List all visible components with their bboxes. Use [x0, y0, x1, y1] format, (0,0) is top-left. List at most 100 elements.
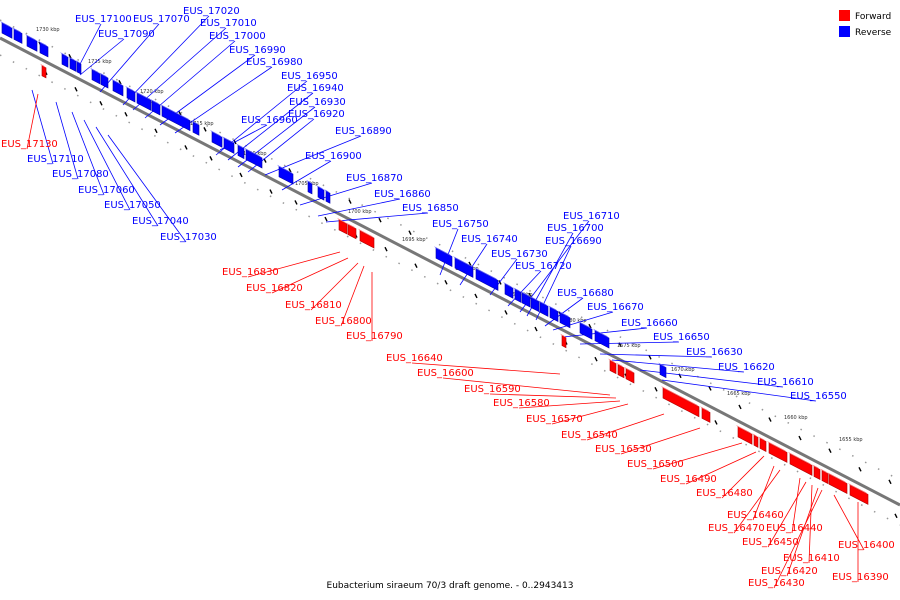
reverse-gene-label[interactable]: EUS_16650 [653, 332, 710, 343]
reverse-gene-label[interactable]: EUS_16720 [515, 261, 572, 272]
reverse-gene-shade [306, 179, 312, 184]
reverse-gene [325, 190, 331, 204]
axis-tick [738, 404, 742, 410]
forward-gene-label[interactable]: EUS_16480 [696, 488, 753, 499]
forward-gene-label[interactable]: EUS_16600 [417, 368, 474, 379]
forward-gene-label[interactable]: EUS_16430 [748, 578, 805, 589]
reverse-gene-shade [12, 27, 22, 34]
forward-gene-label[interactable]: EUS_16440 [766, 523, 823, 534]
forward-gene-label[interactable]: EUS_16400 [838, 540, 895, 551]
reverse-gene-label[interactable]: EUS_17000 [209, 31, 266, 42]
forward-gene [813, 465, 821, 480]
reverse-gene-label[interactable]: EUS_16860 [374, 189, 431, 200]
reverse-gene-leader [132, 27, 227, 111]
reverse-gene-label[interactable]: EUS_17110 [27, 154, 84, 165]
reverse-gene-label[interactable]: EUS_17010 [200, 18, 257, 29]
reverse-gene-label[interactable]: EUS_16920 [288, 109, 345, 120]
forward-gene-leader [551, 403, 629, 425]
forward-gene-label[interactable]: EUS_16450 [742, 537, 799, 548]
reverse-gene [151, 100, 161, 116]
reverse-gene-label[interactable]: EUS_16730 [491, 249, 548, 260]
forward-gene-label[interactable]: EUS_16500 [627, 459, 684, 470]
axis-tick [534, 326, 538, 332]
forward-gene-label[interactable]: EUS_16590 [464, 384, 521, 395]
reverse-gene-label[interactable]: EUS_17020 [183, 6, 240, 17]
reverse-gene-label[interactable]: EUS_16930 [289, 97, 346, 108]
forward-gene-label[interactable]: EUS_16800 [315, 316, 372, 327]
forward-gene-label[interactable]: EUS_16390 [832, 572, 889, 583]
reverse-gene-label[interactable]: EUS_16610 [757, 377, 814, 388]
reverse-gene-leader [579, 341, 680, 345]
reverse-gene-label[interactable]: EUS_16690 [545, 236, 602, 247]
reverse-gene-label[interactable]: EUS_16680 [557, 288, 614, 299]
reverse-gene-label[interactable]: EUS_16670 [587, 302, 644, 313]
reverse-gene [278, 166, 294, 185]
axis-tick [894, 513, 898, 519]
forward-gene [759, 437, 767, 452]
reverse-gene [475, 268, 499, 291]
forward-gene-label[interactable]: EUS_16790 [346, 331, 403, 342]
reverse-gene-label[interactable]: EUS_16940 [287, 83, 344, 94]
reverse-gene-label[interactable]: EUS_17070 [133, 14, 190, 25]
reverse-gene-label[interactable]: EUS_16740 [461, 234, 518, 245]
reverse-gene-shade [538, 300, 548, 307]
forward-gene-label[interactable]: EUS_16830 [222, 267, 279, 278]
reverse-gene-label[interactable]: EUS_17100 [75, 14, 132, 25]
scale-tick-label: 1655 kbp [839, 437, 863, 443]
forward-gene-label[interactable]: EUS_16420 [761, 566, 818, 577]
forward-gene-leader [442, 377, 611, 396]
forward-gene-label[interactable]: EUS_16490 [660, 474, 717, 485]
reverse-gene-shade [236, 143, 244, 149]
forward-gene-shade [346, 222, 356, 229]
legend-forward-label: Forward [855, 12, 891, 22]
reverse-gene-label[interactable]: EUS_16550 [790, 391, 847, 402]
reverse-gene-label[interactable]: EUS_16990 [229, 45, 286, 56]
forward-gene-label[interactable]: EUS_16460 [727, 510, 784, 521]
reverse-gene-label[interactable]: EUS_16890 [335, 126, 392, 137]
axis-tick [118, 79, 122, 85]
reverse-gene-label[interactable]: EUS_16850 [402, 203, 459, 214]
reverse-gene-shade [529, 295, 539, 302]
scale-tick-label: 1665 kbp [727, 391, 751, 397]
reverse-gene-leader [661, 379, 817, 402]
reverse-gene-label[interactable]: EUS_16750 [432, 219, 489, 230]
forward-gene-label[interactable]: EUS_16410 [783, 553, 840, 564]
reverse-gene-label[interactable]: EUS_17090 [98, 29, 155, 40]
reverse-gene-label[interactable]: EUS_16700 [547, 223, 604, 234]
reverse-gene-label[interactable]: EUS_16620 [718, 362, 775, 373]
reverse-gene-label[interactable]: EUS_17050 [104, 200, 161, 211]
forward-gene [609, 360, 617, 375]
reverse-gene-label[interactable]: EUS_17030 [160, 232, 217, 243]
forward-gene [753, 434, 759, 448]
axis-tick [154, 128, 158, 134]
reverse-gene-label[interactable]: EUS_16660 [621, 318, 678, 329]
forward-gene-label[interactable]: EUS_16530 [595, 444, 652, 455]
reverse-gene-label[interactable]: EUS_17080 [52, 169, 109, 180]
forward-gene-label[interactable]: EUS_16810 [285, 300, 342, 311]
reverse-gene-label[interactable]: EUS_16630 [686, 347, 743, 358]
reverse-gene-label[interactable]: EUS_16710 [563, 211, 620, 222]
reverse-gene-label[interactable]: EUS_16980 [246, 57, 303, 68]
reverse-gene-label[interactable]: EUS_17060 [78, 185, 135, 196]
reverse-gene-label[interactable]: EUS_16900 [305, 151, 362, 162]
reverse-gene-leader [99, 23, 160, 93]
forward-gene-label[interactable]: EUS_16570 [526, 414, 583, 425]
forward-gene-shade [788, 451, 812, 466]
forward-gene-leader [786, 487, 819, 577]
forward-gene-label[interactable]: EUS_16640 [386, 353, 443, 364]
reverse-gene-label[interactable]: EUS_17040 [132, 216, 189, 227]
reverse-gene-leader [83, 119, 131, 211]
axis-tick [348, 199, 352, 204]
reverse-gene-label[interactable]: EUS_16950 [281, 71, 338, 82]
reverse-gene-label[interactable]: EUS_16960 [241, 115, 298, 126]
axis-tick [178, 111, 182, 116]
forward-gene-label[interactable]: EUS_16580 [493, 398, 550, 409]
forward-gene-label[interactable]: EUS_16470 [708, 523, 765, 534]
forward-gene-label[interactable]: EUS_17130 [1, 139, 58, 150]
forward-gene-label[interactable]: EUS_16820 [246, 283, 303, 294]
forward-gene-label[interactable]: EUS_16540 [561, 430, 618, 441]
reverse-gene-label[interactable]: EUS_16870 [346, 173, 403, 184]
forward-gene-shade [812, 464, 820, 470]
guide-line-upper [0, 19, 900, 481]
